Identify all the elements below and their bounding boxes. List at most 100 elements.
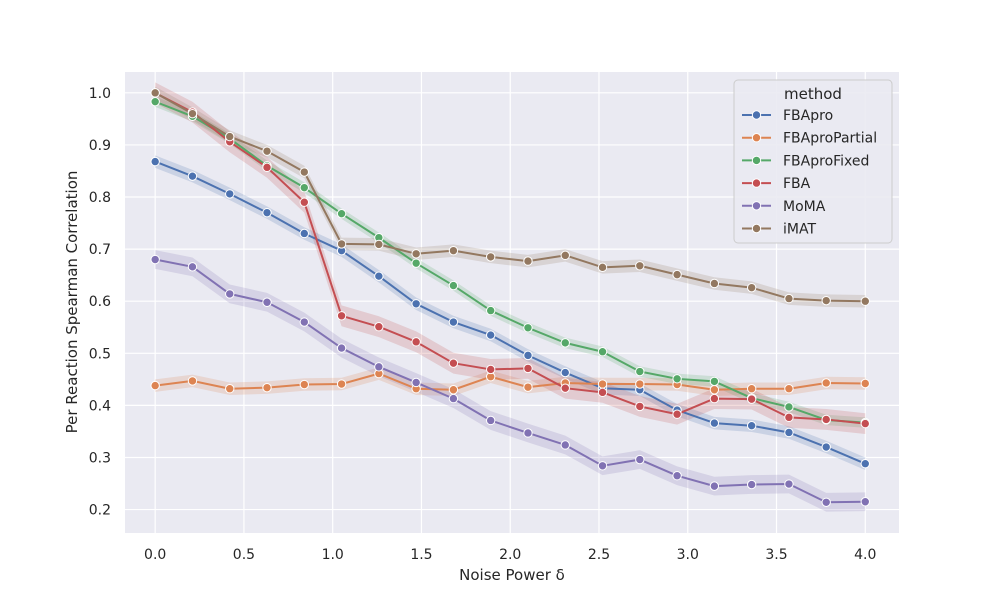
point-moma	[225, 289, 235, 299]
point-fbapro	[225, 189, 235, 199]
point-fbapropartial	[784, 384, 794, 394]
legend-swatch-marker	[751, 110, 762, 120]
point-moma	[784, 479, 794, 489]
point-fba	[411, 337, 421, 347]
point-fbapro	[746, 420, 757, 431]
y-axis-title: Per Reaction Spearman Correlation	[63, 171, 81, 434]
point-fbapro	[523, 350, 533, 361]
point-fba	[299, 197, 309, 207]
axis-ticks: 0.0 0.5 1.0 1.5 2.0 2.5 3.0 3.5 4.0 0.2 0.3 0.4 0.5 0…	[89, 86, 877, 563]
legend-swatch-marker	[751, 133, 762, 143]
line-moma	[154, 258, 866, 504]
point-fba	[746, 394, 757, 404]
point-fba	[262, 162, 272, 173]
legend-title: method	[784, 85, 842, 103]
point-imat	[374, 239, 384, 250]
line-fbaprofixed	[154, 100, 866, 424]
point-fbapropartial	[225, 384, 235, 394]
point-fbapro	[187, 171, 198, 181]
point-moma	[299, 317, 309, 327]
band-fbapro	[155, 155, 866, 470]
legend-swatch-marker	[751, 178, 762, 188]
point-moma	[672, 471, 682, 481]
line-imat	[154, 91, 866, 303]
point-fbapro	[860, 459, 870, 469]
legend-item-fbapropartial: FBAproPartial	[742, 131, 877, 147]
point-fbapro	[299, 228, 309, 239]
point-fbapro	[374, 271, 384, 281]
point-moma	[523, 428, 533, 438]
point-fbapropartial	[262, 382, 272, 393]
point-imat	[860, 296, 870, 306]
point-fba	[709, 393, 720, 404]
point-moma	[448, 393, 459, 404]
point-fba	[448, 358, 459, 368]
point-fba	[560, 383, 570, 393]
series-points	[150, 88, 870, 507]
point-fbaprofixed	[784, 402, 794, 412]
point-fba	[374, 322, 384, 332]
point-fba	[821, 414, 831, 425]
point-fbaprofixed	[709, 376, 720, 387]
point-moma	[709, 481, 720, 491]
point-fbapro	[448, 317, 459, 327]
point-fbaprofixed	[448, 280, 459, 291]
line-fba	[154, 91, 866, 425]
x-tick-label: 1.5	[410, 547, 432, 563]
band-fba	[155, 82, 866, 435]
line-fbapropartial	[155, 372, 866, 391]
point-moma	[262, 297, 272, 307]
x-tick-label: 1.0	[322, 547, 344, 563]
point-fbapropartial	[150, 380, 160, 391]
point-moma	[821, 497, 831, 507]
point-moma	[336, 343, 347, 353]
point-moma	[635, 454, 645, 465]
point-fbaprofixed	[597, 347, 608, 357]
point-fba	[597, 387, 608, 398]
x-tick-label: 3.5	[765, 547, 787, 563]
point-fbapro	[709, 418, 720, 428]
x-axis-title: Noise Power δ	[459, 566, 565, 584]
point-fbapropartial	[523, 382, 533, 392]
point-fba	[672, 409, 682, 419]
point-fba	[784, 412, 794, 423]
x-tick-label: 2.5	[588, 547, 610, 563]
legend-swatch-marker	[751, 223, 762, 234]
y-tick-label: 0.8	[89, 190, 111, 206]
point-imat	[262, 146, 272, 156]
point-fbapropartial	[821, 378, 831, 388]
point-fbaprofixed	[336, 208, 347, 219]
y-tick-label: 0.5	[89, 346, 111, 362]
legend-box	[733, 79, 893, 244]
legend-label: FBApro	[783, 108, 833, 124]
legend-item-fbaprofixed: FBAproFixed	[742, 153, 869, 169]
x-tick-label: 3.0	[677, 547, 699, 563]
point-fbapro	[560, 367, 570, 378]
x-tick-label: 2.0	[499, 547, 521, 563]
point-imat	[635, 261, 645, 271]
y-tick-label: 0.4	[89, 398, 111, 414]
point-fbapropartial	[709, 385, 720, 395]
point-imat	[336, 239, 347, 249]
point-imat	[709, 278, 720, 289]
y-tick-label: 0.6	[89, 294, 111, 310]
point-fbaprofixed	[672, 374, 682, 384]
point-moma	[560, 440, 570, 450]
point-moma	[597, 461, 608, 471]
point-fbaprofixed	[635, 366, 645, 377]
point-moma	[746, 479, 757, 490]
legend-label: FBA	[783, 176, 811, 192]
point-imat	[485, 252, 496, 262]
point-fbapropartial	[860, 378, 870, 389]
point-imat	[448, 245, 459, 256]
point-imat	[411, 249, 421, 259]
legend-label: iMAT	[783, 222, 816, 238]
y-tick-label: 0.3	[89, 450, 111, 466]
point-fba	[860, 418, 870, 429]
legend-item-fba: FBA	[742, 176, 811, 192]
point-fbapro	[262, 207, 272, 218]
y-tick-label: 0.9	[89, 138, 111, 154]
y-tick-label: 0.2	[89, 503, 111, 519]
point-fbapropartial	[597, 379, 608, 389]
